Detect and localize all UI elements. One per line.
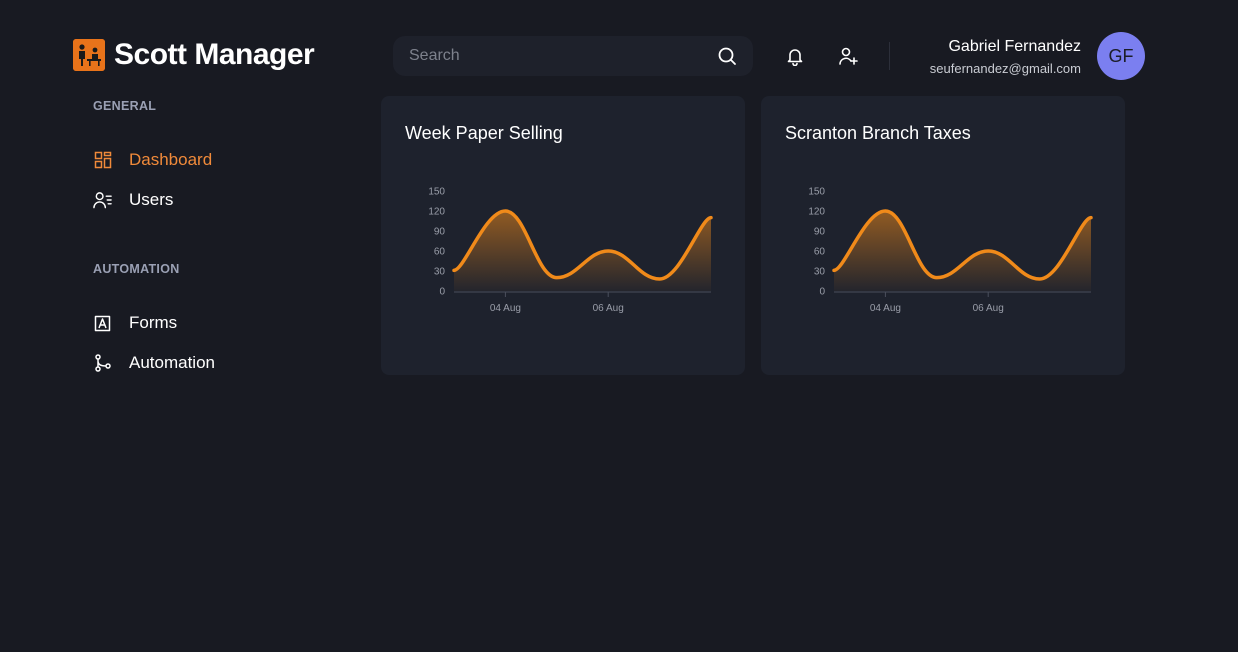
y-tick-label: 60 (434, 247, 446, 258)
series-area (454, 211, 711, 291)
user-email: seufernandez@gmail.com (929, 61, 1081, 76)
x-tick-label: 06 Aug (593, 303, 624, 314)
y-tick-label: 30 (814, 267, 826, 278)
notifications-button[interactable] (784, 45, 806, 67)
search-icon[interactable] (717, 46, 737, 66)
y-tick-label: 0 (819, 287, 825, 298)
y-tick-label: 150 (808, 187, 825, 198)
x-tick-label: 04 Aug (870, 303, 901, 314)
y-tick-label: 90 (434, 227, 446, 238)
forms-icon (93, 314, 112, 333)
sidebar-item-label: Forms (129, 313, 178, 332)
sidebar-item-label: Dashboard (129, 150, 213, 169)
header-divider (889, 42, 890, 70)
sidebar-item-forms[interactable]: Forms (93, 311, 177, 335)
y-tick-label: 120 (428, 207, 445, 218)
y-tick-label: 60 (814, 247, 826, 258)
sidebar-section-general: GENERAL (93, 99, 157, 113)
user-info[interactable]: Gabriel Fernandez seufernandez@gmail.com (930, 37, 1081, 78)
y-tick-label: 30 (434, 267, 446, 278)
area-chart: 0 30 60 90 120 150 04 Aug 06 Aug (428, 187, 713, 314)
sidebar-item-label: Automation (129, 353, 215, 372)
y-tick-label: 150 (428, 187, 445, 198)
chart-card-week-paper-selling: Week Paper Selling 0 30 60 90 120 150 04 Aug 06… (381, 96, 745, 375)
x-tick-label: 04 Aug (490, 303, 521, 314)
user-name: Gabriel Fernandez (948, 38, 1081, 55)
automation-icon (93, 354, 112, 373)
series-area (834, 211, 1091, 291)
x-tick-label: 06 Aug (973, 303, 1004, 314)
dashboard-icon (93, 151, 112, 170)
app-title: Scott Manager (114, 38, 315, 71)
chart-title: Scranton Branch Taxes (785, 123, 971, 143)
user-plus-icon (839, 47, 858, 65)
y-tick-label: 0 (439, 287, 445, 298)
series-line (832, 209, 1093, 281)
sidebar-item-label: Users (129, 190, 174, 209)
y-tick-label: 120 (808, 207, 825, 218)
sidebar-section-automation: AUTOMATION (93, 262, 180, 276)
chart-title: Week Paper Selling (405, 123, 563, 143)
add-user-button[interactable] (837, 45, 859, 67)
sidebar-item-automation[interactable]: Automation (93, 351, 215, 375)
app-logo[interactable]: Scott Manager (73, 38, 315, 72)
search-bar[interactable] (393, 36, 753, 76)
series-line (452, 209, 713, 281)
avatar[interactable]: GF (1097, 32, 1145, 80)
area-chart: 0 30 60 90 120 150 04 Aug 06 Aug (808, 187, 1093, 314)
y-tick-label: 90 (814, 227, 826, 238)
search-input[interactable] (409, 47, 717, 65)
sidebar-item-dashboard[interactable]: Dashboard (93, 148, 212, 172)
logo-icon (73, 39, 105, 71)
chart-card-scranton-branch-taxes: Scranton Branch Taxes 0 30 60 90 120 150 04 Au… (761, 96, 1125, 375)
sidebar-item-users[interactable]: Users (93, 188, 173, 212)
users-icon (93, 191, 112, 210)
bell-icon (787, 49, 803, 66)
